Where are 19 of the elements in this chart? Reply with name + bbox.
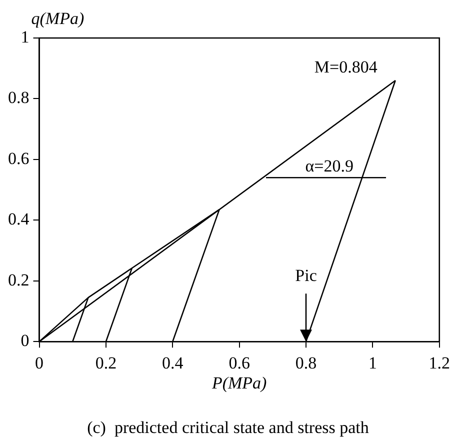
y-tick-label: 0.6 xyxy=(8,148,30,168)
x-tick-label: 0.8 xyxy=(295,353,317,372)
y-axis-title: q(MPa) xyxy=(31,8,84,28)
y-tick-label: 0.2 xyxy=(8,270,30,290)
x-tick-label: 1.2 xyxy=(428,353,450,372)
y-tick-label: 0 xyxy=(20,331,30,350)
x-tick-label: 1 xyxy=(368,353,377,372)
text: (c) predicted critical state and stress path xyxy=(86,418,370,438)
annotation: Pic xyxy=(295,266,318,286)
annotation: α=20.9 xyxy=(305,156,354,176)
x-axis-title: P(MPa) xyxy=(210,374,268,393)
annotation: M=0.804 xyxy=(314,57,378,76)
y-tick-label: 1 xyxy=(20,27,30,46)
x-tick-label: 0.4 xyxy=(162,353,184,372)
y-tick-label: 0.8 xyxy=(8,88,30,108)
x-tick-label: 0.6 xyxy=(228,353,250,372)
y-tick-label: 0.4 xyxy=(8,210,30,229)
x-tick-label: 0.2 xyxy=(95,353,117,372)
x-tick-label: 0 xyxy=(35,353,44,372)
